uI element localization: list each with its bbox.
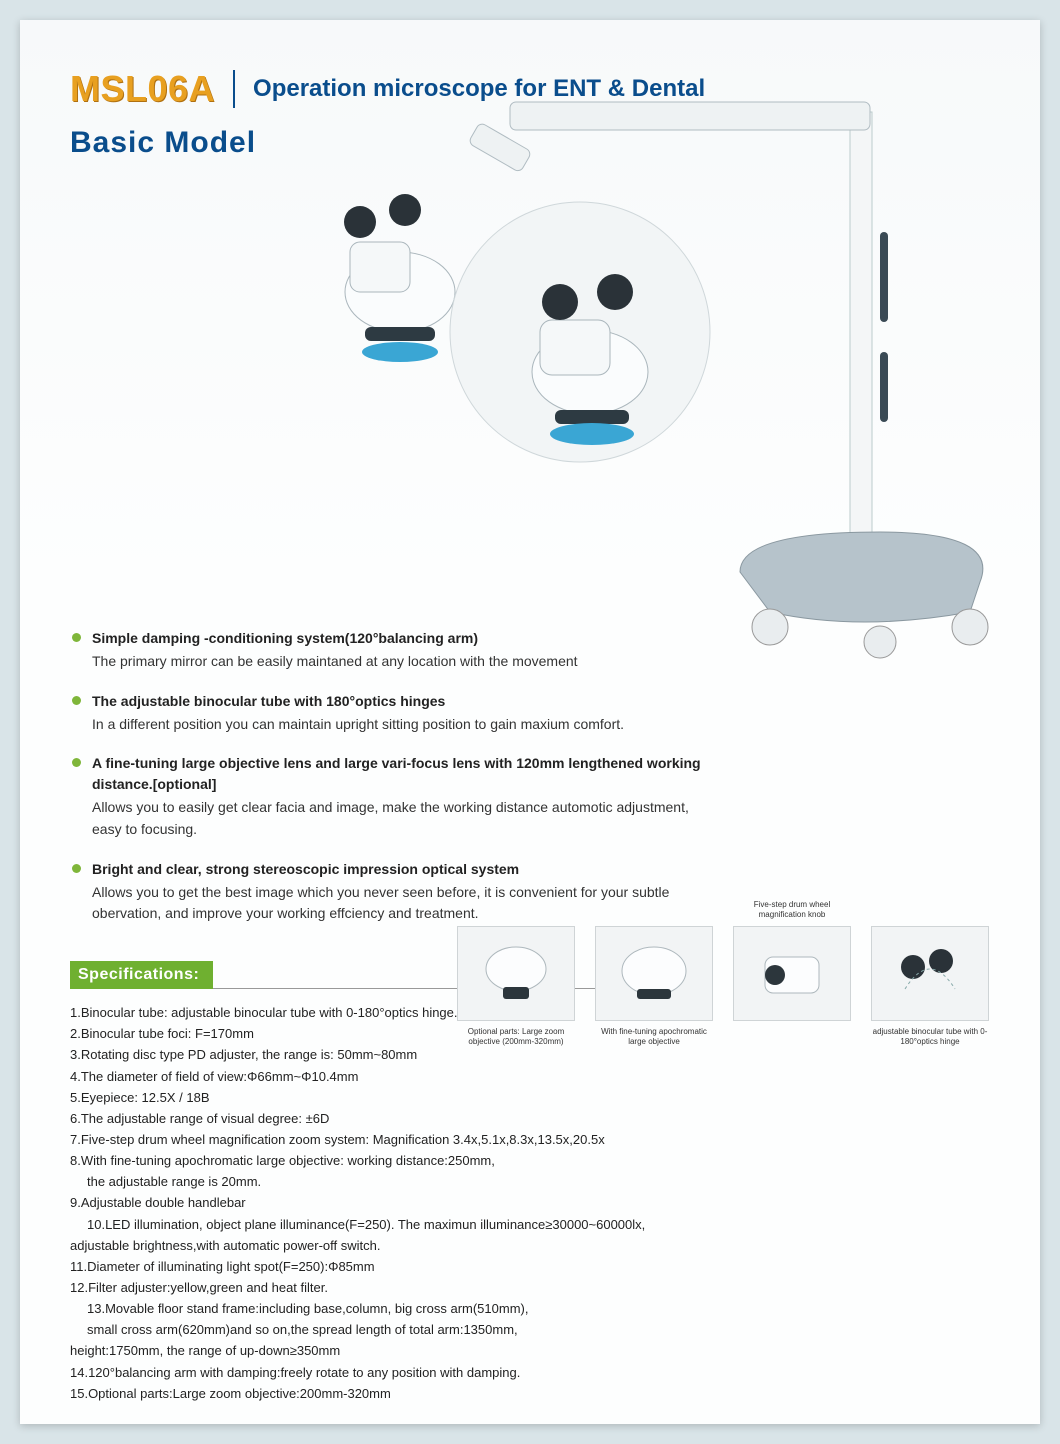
spec-line: 11.Diameter of illuminating light spot(F… [70,1257,660,1277]
detail-caption: Optional parts: Large zoom objective (20… [456,1027,576,1047]
hero-image-area [70,172,990,622]
feature-item: The adjustable binocular tube with 180°o… [70,691,710,736]
spec-line: the adjustable range is 20mm. [70,1172,660,1192]
detail-col: adjustable binocular tube with 0-180°opt… [870,900,990,1047]
detail-col: Optional parts: Large zoom objective (20… [456,900,576,1047]
spec-line: 10.LED illumination, object plane illumi… [70,1215,660,1235]
feature-title: Bright and clear, strong stereoscopic im… [92,859,710,880]
microscope-illustration [180,72,1000,712]
detail-thumb [457,926,575,1021]
feature-body: The primary mirror can be easily maintan… [92,651,710,673]
detail-thumb [595,926,713,1021]
spec-line: 7.Five-step drum wheel magnification zoo… [70,1130,660,1150]
spec-line: 3.Rotating disc type PD adjuster, the ra… [70,1045,660,1065]
feature-item: Simple damping -conditioning system(120°… [70,628,710,673]
detail-col: With fine-tuning apochromatic large obje… [594,900,714,1047]
spec-line: 15.Optional parts:Large zoom objective:2… [70,1384,660,1404]
spec-line: 9.Adjustable double handlebar [70,1193,660,1213]
feature-title: The adjustable binocular tube with 180°o… [92,691,710,712]
detail-images-row: Optional parts: Large zoom objective (20… [456,900,990,1047]
spec-line: 5.Eyepiece: 12.5X / 18B [70,1088,660,1108]
detail-thumb [733,926,851,1021]
spec-line: 14.120°balancing arm with damping:freely… [70,1363,660,1383]
spec-line: small cross arm(620mm)and so on,the spre… [70,1320,660,1340]
spec-line: height:1750mm, the range of up-down≥350m… [70,1341,660,1361]
spec-line: adjustable brightness,with automatic pow… [70,1236,660,1256]
feature-title: A fine-tuning large objective lens and l… [92,753,710,795]
detail-caption: With fine-tuning apochromatic large obje… [594,1027,714,1047]
spec-list: 1.Binocular tube: adjustable binocular t… [70,1003,660,1404]
detail-top-caption: Five-step drum wheel magnification knob [732,900,852,922]
detail-col: Five-step drum wheel magnification knob [732,900,852,1047]
spec-line: 13.Movable floor stand frame:including b… [70,1299,660,1319]
feature-body: In a different position you can maintain… [92,714,710,736]
spec-line: 12.Filter adjuster:yellow,green and heat… [70,1278,660,1298]
detail-caption: adjustable binocular tube with 0-180°opt… [870,1027,990,1047]
feature-item: A fine-tuning large objective lens and l… [70,753,710,840]
spec-header-label: Specifications: [70,961,213,989]
spec-line: 4.The diameter of field of view:Φ66mm~Φ1… [70,1067,660,1087]
detail-thumb [871,926,989,1021]
page: MSL06A Operation microscope for ENT & De… [20,20,1040,1424]
spec-line: 8.With fine-tuning apochromatic large ob… [70,1151,660,1171]
feature-title: Simple damping -conditioning system(120°… [92,628,710,649]
spec-line: 6.The adjustable range of visual degree:… [70,1109,660,1129]
feature-body: Allows you to easily get clear facia and… [92,797,710,840]
